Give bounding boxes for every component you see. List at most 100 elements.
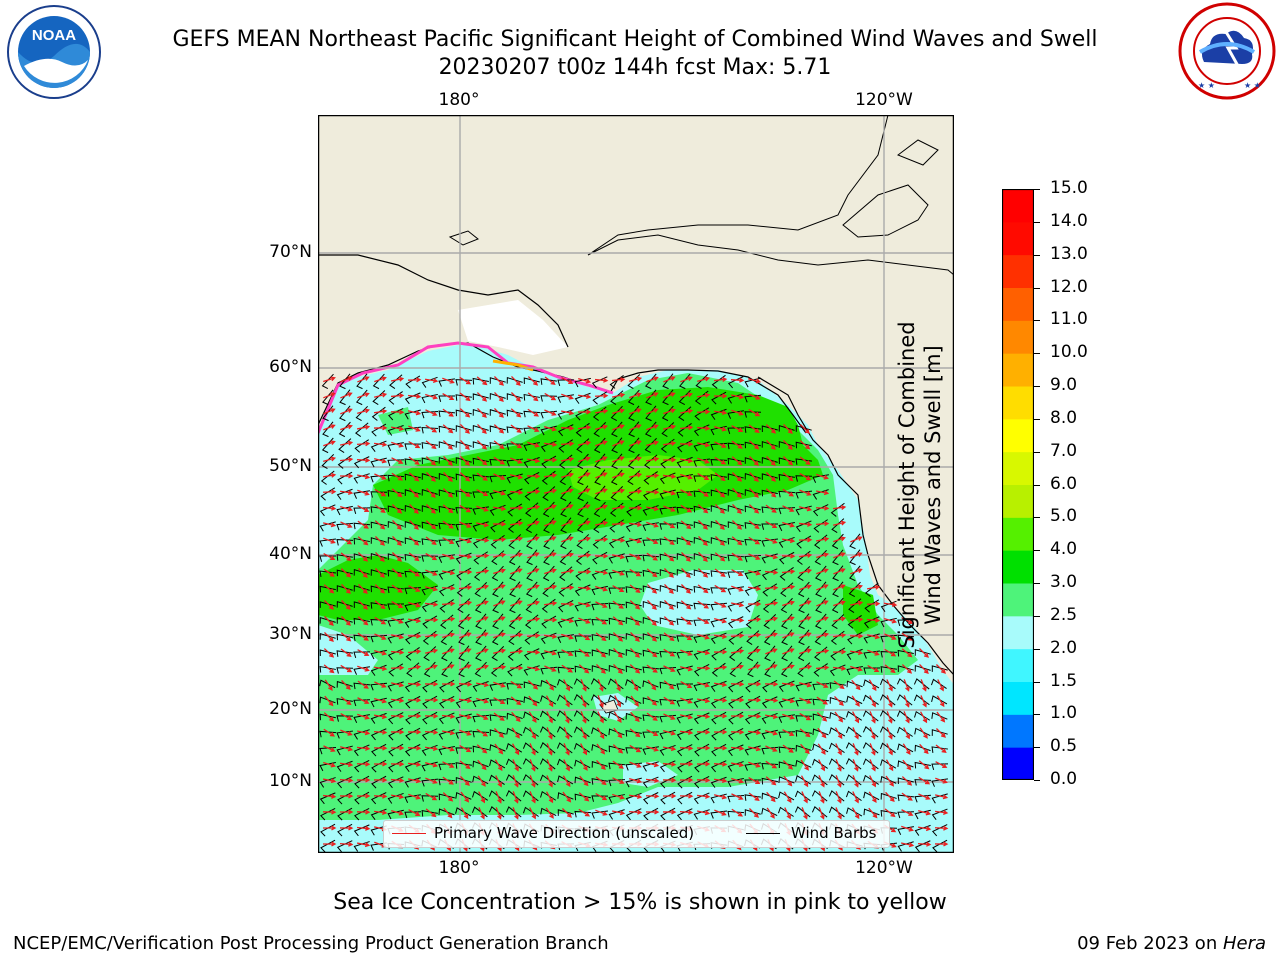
wave-direction-arrow [918, 648, 929, 658]
wind-barb [523, 457, 540, 468]
wind-barb [370, 825, 387, 836]
wind-barb [761, 696, 778, 709]
wind-barb [353, 617, 370, 625]
wave-direction-arrow [476, 728, 489, 737]
wave-direction-arrow [596, 727, 605, 740]
wind-barb [676, 650, 694, 659]
wave-direction-arrow [613, 663, 623, 674]
wave-direction-arrow [781, 698, 796, 704]
wave-direction-arrow [663, 713, 676, 720]
colorbar-segment [1002, 681, 1034, 715]
wave-direction-arrow [323, 376, 336, 383]
wave-direction-arrow [341, 599, 351, 610]
wave-direction-arrow [833, 536, 846, 543]
wind-barb [387, 776, 404, 789]
wave-direction-arrow [526, 489, 541, 495]
wave-direction-arrow [713, 393, 728, 399]
wave-direction-arrow [715, 504, 725, 514]
wind-barb [540, 440, 557, 453]
wind-barb [404, 554, 421, 561]
wave-direction-arrow [679, 793, 694, 799]
wind-barb [336, 715, 354, 722]
wave-direction-arrow [562, 791, 572, 803]
wind-barb [573, 726, 590, 738]
wave-direction-arrow [851, 807, 860, 820]
wave-direction-arrow [424, 632, 439, 638]
wave-direction-arrow [323, 712, 335, 722]
wind-barb [506, 443, 524, 450]
wave-direction-arrow [459, 729, 472, 736]
wave-direction-arrow [697, 681, 710, 688]
wind-barb [370, 602, 387, 609]
wave-direction-arrow [493, 424, 505, 434]
wave-direction-arrow [392, 535, 402, 546]
wind-barb [577, 469, 589, 486]
wave-direction-arrow [424, 378, 439, 384]
wind-barb [421, 600, 438, 613]
wave-direction-arrow [594, 537, 609, 543]
wind-barb-swatch [746, 833, 780, 834]
wave-direction-arrow [903, 679, 910, 692]
wind-barb [574, 392, 591, 404]
wind-barb [592, 551, 608, 565]
wind-barb [676, 744, 693, 757]
wave-direction-arrow [424, 586, 439, 592]
wave-direction-arrow [697, 520, 709, 530]
colorbar-tick-label: 2.5 [1050, 604, 1078, 625]
wave-direction-arrow [732, 503, 742, 514]
wind-barb [472, 730, 490, 738]
wave-direction-arrow [529, 775, 536, 788]
wave-direction-arrow [544, 650, 558, 656]
wave-direction-arrow [885, 759, 894, 772]
wave-direction-arrow [765, 616, 779, 622]
wind-barb [577, 485, 589, 502]
wind-barb [694, 743, 710, 757]
wave-direction-arrow [339, 473, 354, 479]
wave-direction-arrow [528, 711, 537, 724]
wind-barb [455, 713, 472, 724]
wind-barb [896, 710, 913, 722]
wave-direction-arrow [799, 682, 813, 688]
wind-barb [370, 664, 387, 676]
wind-barb [491, 646, 505, 662]
footer-date-text: 09 Feb 2023 on [1077, 933, 1223, 954]
wind-barb [472, 681, 489, 692]
wave-direction-arrow [424, 697, 439, 703]
wave-direction-arrow [596, 743, 606, 755]
wind-barb [370, 537, 387, 544]
wind-barb [676, 683, 694, 690]
wind-barb [608, 536, 625, 549]
wave-direction-arrow [662, 793, 677, 799]
wave-direction-arrow [817, 743, 826, 755]
wind-barb [556, 742, 573, 754]
wave-direction-arrow [800, 759, 809, 771]
wave-direction-arrow [832, 649, 847, 655]
wind-barb [575, 550, 590, 565]
wind-barb [421, 744, 438, 756]
wave-direction-arrow [322, 489, 337, 495]
wind-barb [642, 792, 659, 805]
wind-barb [727, 521, 744, 528]
wave-direction-arrow [597, 679, 604, 692]
wind-barb [522, 726, 539, 737]
wave-direction-arrow [799, 616, 812, 623]
wave-direction-arrow [935, 728, 946, 738]
lat-label-50n: 50°N [269, 456, 312, 476]
wave-direction-arrow [766, 455, 776, 466]
wind-barb [744, 457, 761, 464]
legend-barb-label: Wind Barbs [791, 824, 877, 842]
wave-direction-arrow [747, 681, 762, 687]
wave-direction-arrow [680, 489, 693, 496]
wave-direction-arrow [781, 584, 796, 590]
wave-direction-arrow [577, 440, 592, 446]
wave-direction-arrow [782, 760, 794, 770]
wave-direction-arrow [580, 743, 587, 756]
wind-barb [556, 726, 573, 738]
wave-direction-arrow [663, 520, 676, 529]
wave-direction-arrow [476, 600, 489, 607]
wave-direction-arrow [612, 456, 625, 463]
wind-barb [846, 666, 863, 676]
lon-label-180-top: 180° [438, 90, 480, 110]
wave-direction-arrow [374, 458, 388, 464]
wave-direction-arrow [510, 584, 523, 591]
